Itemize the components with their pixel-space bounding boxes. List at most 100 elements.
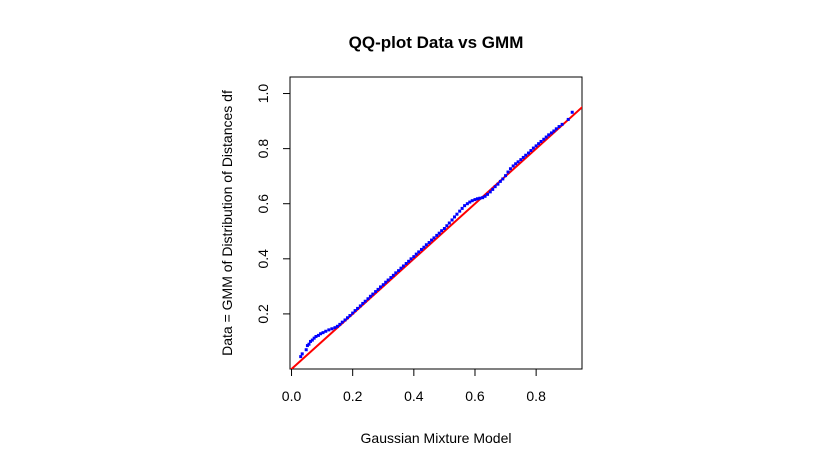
chart-title: QQ-plot Data vs GMM [349,33,524,52]
data-point [470,199,474,203]
data-point [363,299,367,303]
data-point [447,221,451,225]
data-point [465,202,469,206]
data-point [468,200,472,204]
data-point [308,339,312,343]
data-point [422,245,426,249]
data-point [455,212,459,216]
data-point [544,135,548,139]
data-point [458,209,462,213]
x-tick-label: 0.6 [465,388,485,404]
data-point [440,229,444,233]
y-tick-label: 0.6 [255,194,271,214]
data-point [353,309,357,313]
y-axis: 0.2 0.4 0.6 0.8 1.0 [255,84,290,324]
data-point [409,257,413,261]
data-point [437,231,441,235]
data-point [389,276,393,280]
data-point [356,306,360,310]
data-point [333,326,337,330]
x-axis-label: Gaussian Mixture Model [361,430,512,446]
data-point [531,146,535,150]
data-point [534,144,538,148]
y-tick-label: 0.2 [255,304,271,324]
data-point [299,355,303,359]
data-point [305,344,309,348]
data-point [404,261,408,265]
data-point [319,332,323,336]
data-point [473,198,477,202]
data-point [316,333,320,337]
data-point [501,177,505,181]
data-point [304,348,308,352]
data-point [524,153,528,157]
data-point [366,297,370,301]
data-point [379,285,383,289]
data-point [481,196,485,200]
data-point [542,137,546,141]
data-point [460,206,464,210]
data-point [345,316,349,320]
data-point [511,164,515,168]
data-point [483,194,487,198]
data-point [570,110,574,114]
data-point [351,311,355,315]
data-point [566,117,570,121]
plot-frame [289,76,583,370]
data-point [394,271,398,275]
data-point [307,342,311,346]
data-point [435,233,439,237]
data-point [335,324,339,328]
data-point [300,352,304,356]
data-point [508,167,512,171]
data-point [417,250,421,254]
data-point [557,125,561,129]
data-point [401,264,405,268]
data-point [552,129,556,133]
data-point [427,241,431,245]
data-point [330,327,334,331]
data-point [310,338,314,342]
data-point [321,331,325,335]
y-tick-label: 0.8 [255,139,271,159]
data-point [376,287,380,291]
data-point [539,139,543,143]
data-point [452,215,456,219]
data-point [547,133,551,137]
x-tick-label: 0.8 [526,388,546,404]
data-point [343,318,347,322]
data-point [414,252,418,256]
data-point [493,185,497,189]
data-point [374,290,378,294]
data-point [498,179,502,183]
data-point [314,334,318,338]
data-point [514,162,518,166]
data-point [450,218,454,222]
data-point [324,329,328,333]
data-point [340,320,344,324]
data-point [516,160,520,164]
data-point [486,192,490,196]
data-point [442,227,446,231]
data-point [412,255,416,259]
data-point [445,224,449,228]
x-tick-label: 0.0 [282,388,302,404]
data-point [496,182,500,186]
reference-line-segment [290,105,582,369]
reference-line [290,105,582,369]
x-tick-label: 0.4 [404,388,424,404]
data-point [391,273,395,277]
data-point [560,122,564,126]
data-point [397,269,401,273]
data-point [399,266,403,270]
data-point [407,259,411,263]
data-point [312,336,316,340]
data-point [526,151,530,155]
data-point [554,127,558,131]
data-point [386,278,390,282]
y-tick-label: 0.4 [255,249,271,269]
data-point [430,238,434,242]
data-point [361,301,365,305]
y-tick-label: 1.0 [255,84,271,104]
